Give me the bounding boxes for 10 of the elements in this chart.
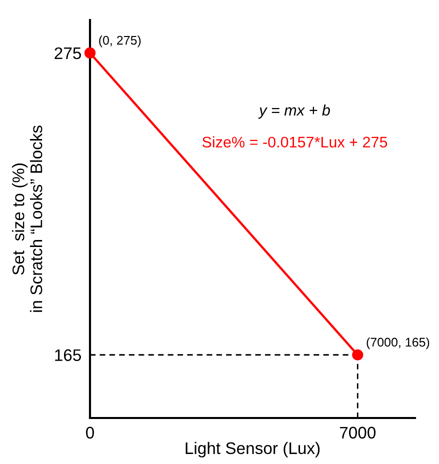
x-axis-title: Light Sensor (Lux) [186, 442, 320, 458]
y-axis-title: Set size to (%) in Scratch “Looks” Blocks [12, 126, 42, 312]
annotation: Size% = -0.0157*Lux + 275 [202, 136, 388, 148]
x-tick-label: 7000 [340, 426, 376, 439]
annotation: (0, 275) [99, 36, 141, 48]
annotation: (7000, 165) [366, 337, 430, 350]
annotation: y = mx + b [258, 104, 330, 119]
x-tick-label: 0 [86, 426, 94, 439]
y-tick-label: 275 [54, 47, 81, 60]
y-tick-label: 165 [55, 349, 81, 362]
